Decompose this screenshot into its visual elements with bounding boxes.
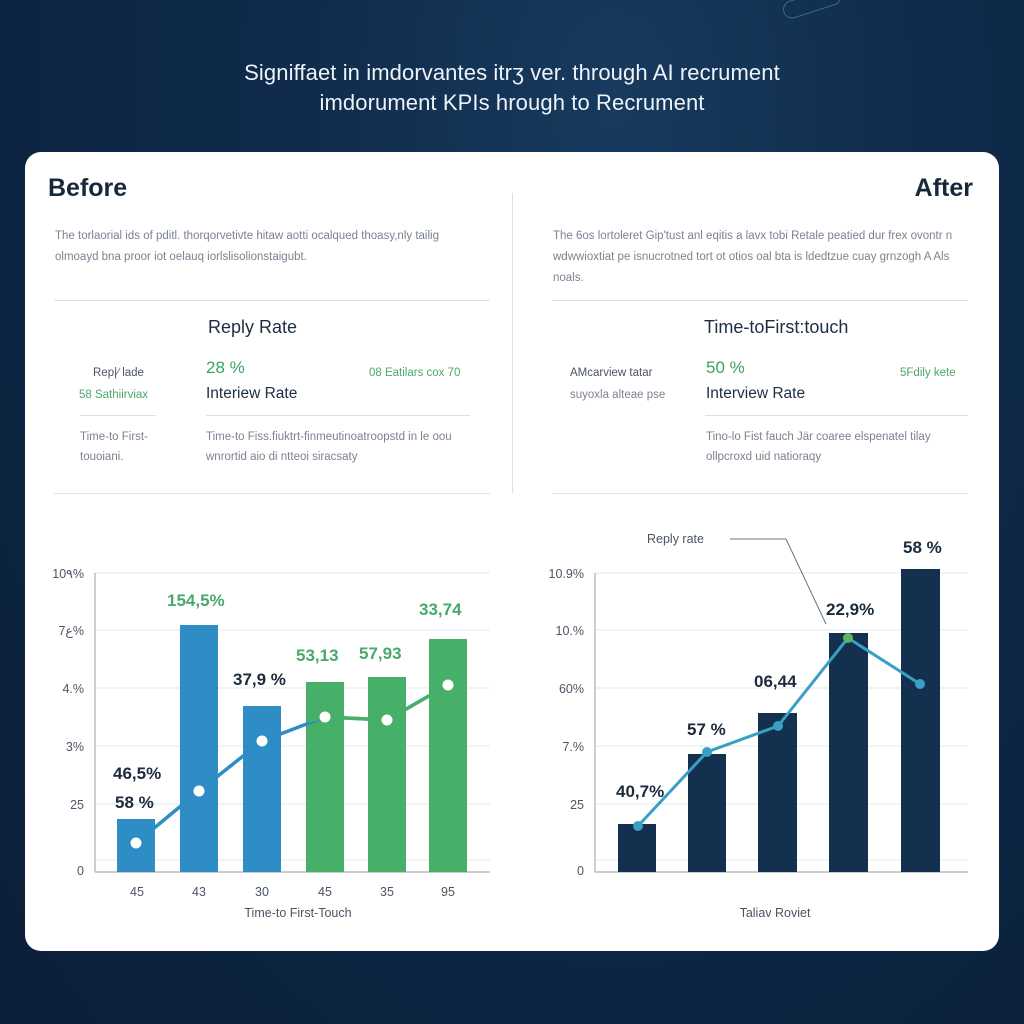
value-label: 22,9%: [826, 600, 874, 619]
y-tick: 60%: [559, 682, 584, 696]
x-tick: 45: [130, 885, 144, 899]
before-left-label-2: 58 Sathiirviax: [79, 389, 149, 401]
y-tick: 10٩%: [52, 567, 84, 581]
after-description: The 6os lortoleret Gip'tust anl eqitis a…: [553, 230, 953, 284]
legend-label: Reply rate: [647, 532, 704, 546]
value-label: 06,44: [754, 672, 797, 691]
after-reply-rate-line: [633, 633, 925, 831]
after-left-label-2: suyoxla alteae pse: [570, 389, 666, 401]
y-tick: 25: [570, 798, 584, 812]
y-tick: 7.%: [562, 740, 584, 754]
page-title: Signiffaet in imdorvantes itrʒ ver. thro…: [0, 58, 1024, 118]
x-tick: 35: [380, 885, 394, 899]
bar: [758, 713, 797, 872]
value-label: 37,9 %: [233, 670, 286, 689]
title-line-1: Signiffaet in imdorvantes itrʒ ver. thro…: [244, 60, 780, 85]
value-label: 58 %: [903, 538, 942, 557]
before-divider-bottom: [54, 493, 490, 494]
bar: [243, 706, 281, 872]
column-divider: [512, 193, 513, 493]
after-kpi-sub: Interview Rate: [706, 385, 806, 402]
before-divider-mid: [206, 415, 470, 416]
x-tick: 45: [318, 885, 332, 899]
before-gridlines: [95, 572, 490, 861]
before-heading: Before: [48, 174, 128, 202]
before-kpi-value: 28 %: [206, 358, 245, 377]
value-label: 57 %: [687, 720, 726, 739]
after-left-label-1: AMcarview tatar: [570, 367, 653, 379]
value-label: 40,7%: [616, 782, 664, 801]
after-kpi-note: 5Fdily kete: [900, 367, 956, 379]
y-tick: 25: [70, 798, 84, 812]
value-label: 46,5%: [113, 764, 161, 783]
value-label: 53,13: [296, 646, 339, 665]
value-label: 33,74: [419, 600, 462, 619]
after-chart: 10.9% 10.% 60% 7.% 25 0 Reply rate: [549, 532, 968, 920]
after-y-ticks: 10.9% 10.% 60% 7.% 25 0: [549, 567, 585, 878]
bar: [368, 677, 406, 872]
y-tick: 7ع%: [58, 624, 84, 639]
y-tick: 3%: [66, 740, 84, 754]
after-divider-top: [552, 300, 968, 301]
before-divider-top: [54, 300, 490, 301]
before-divider-small: [80, 415, 156, 416]
title-line-2: imdorument KPIs hrough to Recrument: [319, 90, 705, 115]
bar: [618, 824, 656, 872]
x-tick: 95: [441, 885, 455, 899]
y-tick: 10.9%: [549, 567, 584, 581]
reply-rate-callout: Reply rate: [647, 532, 827, 625]
after-value-labels: 40,7% 57 % 06,44 22,9% 58 %: [616, 538, 942, 801]
bar: [306, 682, 344, 872]
after-divider-bottom: [552, 493, 968, 494]
x-tick: 43: [192, 885, 206, 899]
before-kpi-sub: Interiew Rate: [206, 385, 298, 402]
bar: [901, 569, 940, 872]
before-x-ticks: 45 43 30 45 35 95 Time-to First-Touch: [130, 885, 455, 920]
value-label: 154,5%: [167, 591, 225, 610]
y-tick: 10.%: [556, 624, 585, 638]
before-left-label-1: Rep|∕ lade: [93, 367, 144, 379]
after-kpi-value: 50 %: [706, 358, 745, 377]
after-heading: After: [914, 174, 973, 202]
bar: [829, 633, 868, 872]
value-label: 58 %: [115, 793, 154, 812]
before-chart: 10٩% 7ع% 4.% 3% 25 0: [52, 567, 490, 920]
bar: [688, 754, 726, 872]
bar: [429, 639, 467, 872]
before-bottom-left: Time-to First-touoiani.: [80, 431, 148, 463]
after-bottom-text: Tino-lo Fist fauch Jär coaree elspenatel…: [706, 431, 931, 463]
before-value-labels: 46,5% 58 % 154,5% 37,9 % 53,13 57,93 33,…: [113, 591, 462, 812]
value-label: 57,93: [359, 644, 402, 663]
before-bottom-text: Time-to Fiss.fiuktrt-finmeutinoatroopstd…: [206, 431, 452, 463]
after-bars: [618, 569, 940, 872]
y-tick: 0: [77, 864, 84, 878]
x-tick: 30: [255, 885, 269, 899]
y-tick: 0: [577, 864, 584, 878]
x-axis-title: Taliav Roviet: [740, 906, 811, 920]
after-divider-mid: [705, 415, 968, 416]
before-y-ticks: 10٩% 7ع% 4.% 3% 25 0: [52, 567, 84, 878]
after-kpi-heading: Time-toFirst:touch: [704, 317, 849, 337]
before-bars: [117, 625, 467, 872]
x-axis-title: Time-to First-Touch: [244, 906, 351, 920]
y-tick: 4.%: [62, 682, 84, 696]
before-description: The torlaorial ids of pditl. thorqorveti…: [55, 230, 439, 263]
bar: [180, 625, 218, 872]
before-kpi-note: 08 Eatilars cox 70: [369, 367, 461, 379]
before-kpi-heading: Reply Rate: [208, 317, 298, 337]
before-trend-line: [130, 679, 454, 849]
